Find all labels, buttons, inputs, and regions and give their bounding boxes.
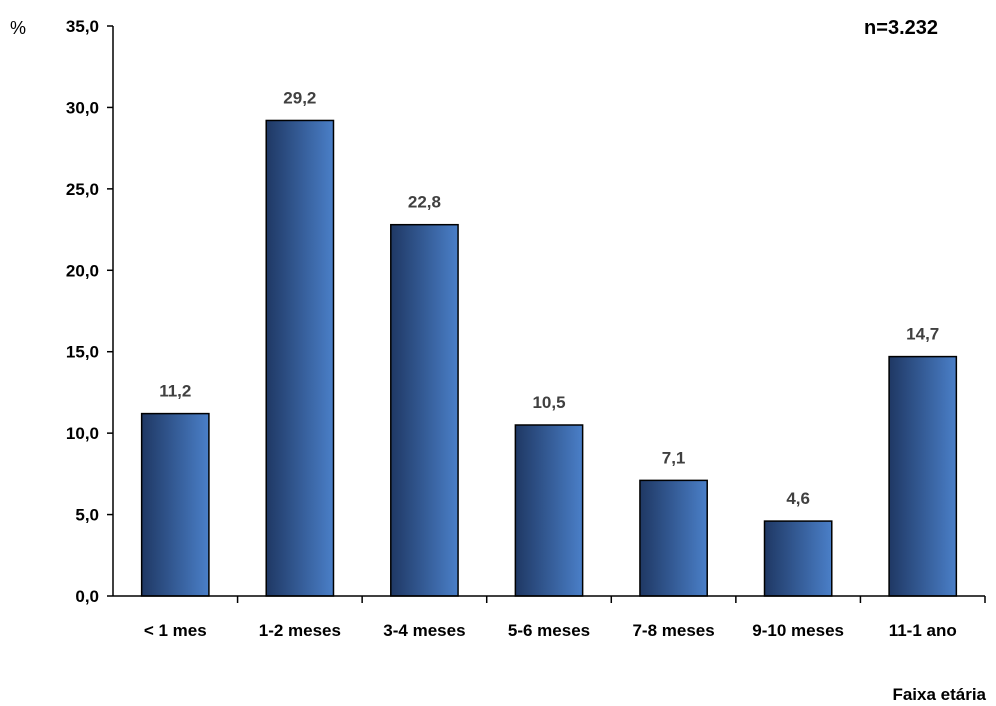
- bar: [639, 479, 708, 597]
- y-tick-label: 35,0: [66, 17, 99, 36]
- y-tick-label: 0,0: [75, 587, 99, 606]
- y-tick-label: 20,0: [66, 261, 99, 280]
- bar-value-label: 4,6: [786, 489, 810, 508]
- bar: [140, 412, 210, 597]
- x-category-label: 11-1 ano: [889, 621, 957, 640]
- x-category-label: < 1 mes: [144, 621, 207, 640]
- y-tick-label: 10,0: [66, 424, 99, 443]
- x-category-label: 3-4 meses: [383, 621, 465, 640]
- y-tick-label: 15,0: [66, 343, 99, 362]
- x-category-label: 5-6 meses: [508, 621, 590, 640]
- bar-value-label: 11,2: [159, 382, 191, 401]
- bar-value-label: 7,1: [662, 448, 686, 467]
- x-category-label: 1-2 meses: [259, 621, 341, 640]
- x-category-label: 9-10 meses: [752, 621, 844, 640]
- bar: [763, 520, 833, 597]
- x-category-label: 7-8 meses: [632, 621, 714, 640]
- y-tick-label: 5,0: [75, 506, 99, 525]
- x-axis-title: Faixa etária: [892, 685, 986, 704]
- bar: [390, 223, 459, 597]
- data-labels: 11,2 29,2 22,8 10,5 7,1 4,6 14,7: [159, 88, 939, 508]
- x-axis-labels: < 1 mes 1-2 meses 3-4 meses 5-6 meses 7-8 me…: [144, 621, 957, 640]
- bar: [514, 424, 584, 597]
- bar-value-label: 22,8: [408, 193, 441, 212]
- bar: [888, 355, 958, 597]
- bar-value-label: 14,7: [906, 325, 939, 344]
- y-axis-ticks: 0,0 5,0 10,0 15,0 20,0 25,0 30,0 35,0: [66, 17, 113, 606]
- bar: [265, 119, 335, 597]
- y-tick-label: 25,0: [66, 180, 99, 199]
- y-tick-label: 30,0: [66, 98, 99, 117]
- axes: [112, 26, 986, 603]
- bar-value-label: 10,5: [532, 393, 565, 412]
- sample-size-annotation: n=3.232: [864, 17, 938, 39]
- bars: [140, 119, 958, 597]
- bar-value-label: 29,2: [283, 88, 316, 107]
- y-unit-label: %: [10, 18, 26, 38]
